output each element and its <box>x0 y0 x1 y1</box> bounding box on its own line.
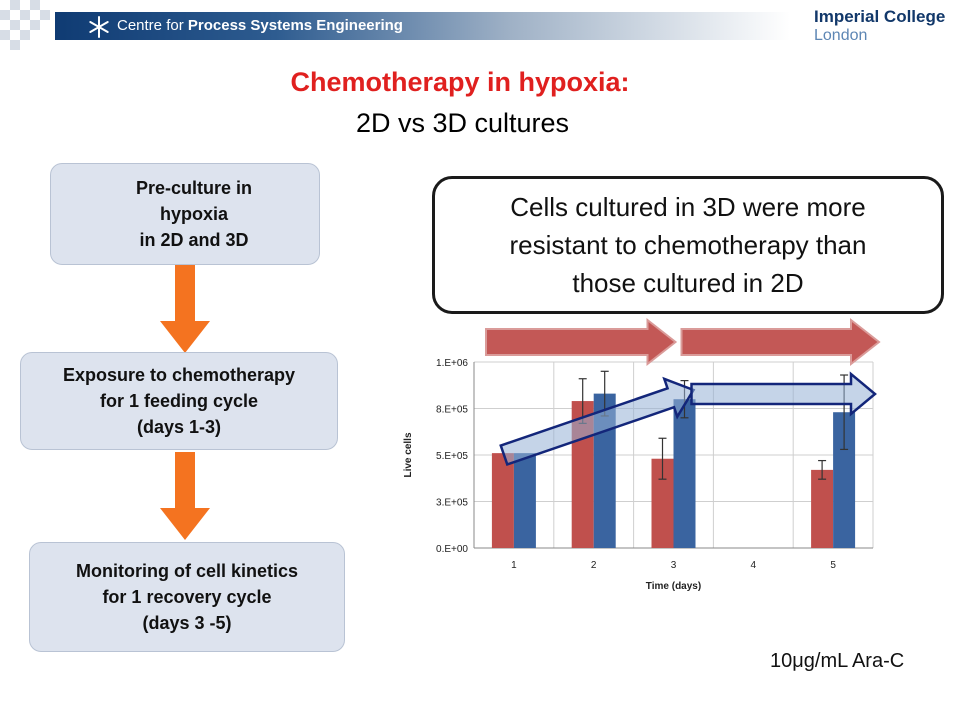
blue-arrow <box>690 371 877 417</box>
drug-concentration-note: 10μg/mL Ara-C <box>770 650 905 672</box>
banner <box>55 12 790 40</box>
down-arrow-icon <box>160 452 210 540</box>
x-tick-label: 2 <box>591 560 597 571</box>
flow-step-monitoring: Monitoring of cell kinetics for 1 recove… <box>29 542 345 652</box>
red-arrow <box>680 317 881 367</box>
blue-arrow <box>499 376 696 467</box>
logo-london: London <box>814 27 868 44</box>
y-tick-label: 8.E+05 <box>436 405 468 416</box>
flow-step-exposure: Exposure to chemotherapy for 1 feeding c… <box>20 352 338 450</box>
checker-pattern <box>0 0 80 50</box>
down-arrow-icon <box>160 265 210 353</box>
bar <box>651 458 674 548</box>
x-tick-label: 3 <box>671 560 677 571</box>
x-axis-label: Time (days) <box>646 581 701 592</box>
y-tick-label: 3.E+05 <box>436 498 468 509</box>
x-tick-label: 1 <box>511 560 517 571</box>
y-tick-label: 1.E+06 <box>436 358 468 369</box>
slide-title: Chemotherapy in hypoxia: <box>290 67 630 97</box>
bar <box>833 412 856 548</box>
x-tick-label: 4 <box>751 560 757 571</box>
logo-imperial: Imperial College <box>814 7 946 26</box>
flow-step-preculture: Pre-culture in hypoxia in 2D and 3D <box>50 163 320 265</box>
header: Centre for Process Systems Engineering I… <box>0 0 960 50</box>
chart-labels: 0.E+00 3.E+05 5.E+05 8.E+05 1.E+06 1 2 3 4 5 Time … <box>403 358 836 592</box>
x-tick-label: 5 <box>830 560 836 571</box>
slide-subtitle: 2D vs 3D cultures <box>355 108 570 138</box>
bar <box>673 399 696 548</box>
red-arrow <box>485 317 678 367</box>
y-axis-label: Live cells <box>403 432 414 477</box>
banner-title: Centre for Process Systems Engineering <box>117 17 403 34</box>
y-tick-label: 5.E+05 <box>436 451 468 462</box>
chart-arrows <box>485 317 881 467</box>
bar <box>811 469 834 548</box>
y-tick-label: 0.E+00 <box>436 544 468 555</box>
live-cells-chart: 0.E+00 3.E+05 5.E+05 8.E+05 1.E+06 1 2 3 4 5 Time … <box>403 317 881 592</box>
snowflake-icon <box>89 16 109 38</box>
bar <box>513 453 536 548</box>
bar <box>491 453 514 548</box>
conclusion-callout: Cells cultured in 3D were more resistant… <box>432 176 944 314</box>
